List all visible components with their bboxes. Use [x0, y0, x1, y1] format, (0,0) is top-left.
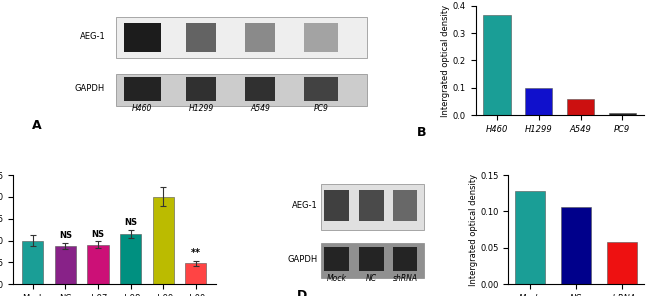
Bar	[246, 23, 275, 52]
Bar	[322, 184, 424, 230]
Text: Mock: Mock	[326, 274, 346, 283]
Text: A549: A549	[250, 104, 270, 113]
Text: B: B	[417, 126, 426, 139]
Bar	[88, 245, 109, 284]
Y-axis label: Intergrated optical density: Intergrated optical density	[441, 4, 450, 117]
Bar	[515, 191, 545, 284]
Bar	[561, 207, 591, 284]
Bar	[359, 247, 384, 271]
Text: H1299: H1299	[188, 104, 214, 113]
Text: H460: H460	[132, 104, 152, 113]
Bar	[187, 77, 216, 101]
Y-axis label: Intergrated optical density: Intergrated optical density	[469, 173, 478, 286]
Bar	[322, 243, 424, 278]
Text: shRNA: shRNA	[393, 274, 418, 283]
Bar	[359, 190, 384, 221]
Text: **: **	[191, 248, 201, 258]
Bar	[55, 246, 76, 284]
Bar	[393, 247, 417, 271]
Text: E: E	[454, 295, 463, 296]
Text: NS: NS	[92, 230, 105, 239]
Bar	[607, 242, 638, 284]
Bar	[124, 23, 161, 52]
Bar	[324, 190, 348, 221]
Text: GAPDH: GAPDH	[75, 84, 105, 93]
Bar	[246, 77, 275, 101]
Bar	[116, 74, 367, 106]
Bar	[153, 197, 174, 284]
Bar	[525, 88, 552, 115]
Text: A: A	[31, 119, 41, 132]
Bar	[120, 234, 141, 284]
Text: AEG-1: AEG-1	[292, 201, 317, 210]
Bar	[324, 247, 348, 271]
Bar	[609, 113, 636, 115]
Bar	[124, 77, 161, 101]
Bar	[484, 15, 511, 115]
Text: NC: NC	[366, 274, 377, 283]
Bar	[304, 23, 337, 52]
Bar	[393, 190, 417, 221]
Text: GAPDH: GAPDH	[287, 255, 317, 263]
Text: NS: NS	[124, 218, 137, 227]
Bar	[567, 99, 594, 115]
Text: NS: NS	[59, 231, 72, 240]
Bar	[185, 263, 207, 284]
Bar	[304, 77, 337, 101]
Text: D: D	[297, 289, 307, 296]
Bar	[22, 241, 44, 284]
Bar	[116, 17, 367, 58]
Text: PC9: PC9	[313, 104, 328, 113]
Text: AEG-1: AEG-1	[79, 32, 105, 41]
Bar	[187, 23, 216, 52]
